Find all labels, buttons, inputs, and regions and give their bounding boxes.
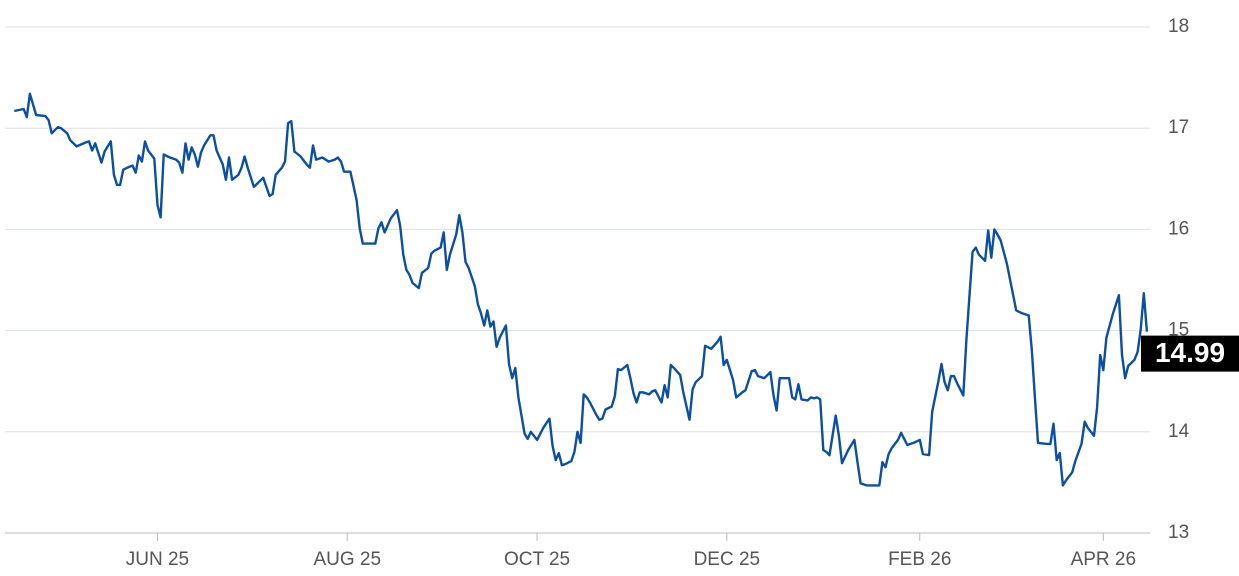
price-line (14, 92, 1149, 487)
x-tick-label: JUN 25 (126, 549, 189, 570)
x-tick-label: APR 26 (1071, 549, 1136, 570)
x-tick-label: FEB 26 (888, 549, 951, 570)
y-tick-label: 15 (1168, 320, 1189, 341)
y-tick-label: 16 (1168, 218, 1189, 239)
x-tick-label: AUG 25 (313, 549, 381, 570)
y-tick-label: 13 (1168, 522, 1189, 543)
last-value-label: 14.99 (1155, 337, 1225, 368)
x-tick-label: DEC 25 (694, 549, 761, 570)
last-value-box (1141, 335, 1239, 372)
y-tick-label: 14 (1168, 421, 1190, 442)
y-tick-label: 17 (1168, 117, 1189, 138)
x-tick-label: OCT 25 (504, 549, 570, 570)
y-tick-label: 18 (1168, 16, 1189, 37)
